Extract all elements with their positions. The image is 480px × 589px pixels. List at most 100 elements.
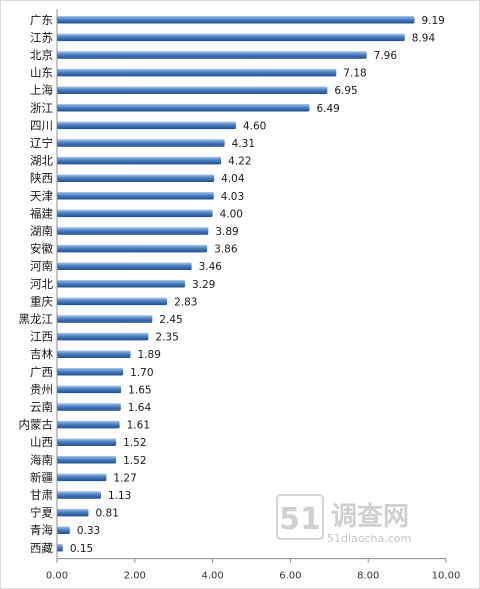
value-label: 6.49 xyxy=(316,103,339,115)
value-label: 3.29 xyxy=(192,279,215,291)
category-label: 贵州 xyxy=(30,382,53,396)
category-label: 山东 xyxy=(30,66,53,80)
value-label: 1.52 xyxy=(123,437,146,449)
bar xyxy=(57,68,337,77)
watermark-name: 调查网 xyxy=(331,502,409,532)
bar xyxy=(57,192,214,200)
category-label: 云南 xyxy=(30,400,53,414)
value-label: 7.18 xyxy=(343,68,366,80)
value-label: 1.70 xyxy=(130,367,153,379)
value-label: 0.81 xyxy=(96,508,119,520)
bar xyxy=(57,491,101,499)
bar xyxy=(57,297,168,306)
bar xyxy=(57,385,122,394)
x-tick-label: 2.00 xyxy=(124,571,146,582)
value-label: 6.95 xyxy=(334,85,357,97)
category-label: 河南 xyxy=(30,259,53,273)
value-label: 1.13 xyxy=(108,490,131,502)
category-label: 黑龙江 xyxy=(19,312,54,326)
bar xyxy=(57,33,405,42)
bar xyxy=(57,350,131,358)
value-label: 4.60 xyxy=(243,120,266,132)
category-label: 安徽 xyxy=(30,242,53,256)
category-label: 天津 xyxy=(30,189,53,203)
value-label: 3.86 xyxy=(214,244,238,256)
category-label: 海南 xyxy=(30,453,53,467)
category-label: 陕西 xyxy=(30,171,53,185)
category-label: 青海 xyxy=(30,523,53,537)
category-label: 福建 xyxy=(30,206,53,220)
value-label: 1.61 xyxy=(127,420,150,432)
value-label: 3.89 xyxy=(215,226,238,238)
category-label: 新疆 xyxy=(30,470,53,484)
bar xyxy=(57,51,367,59)
bar xyxy=(57,104,310,112)
value-label: 8.94 xyxy=(412,32,436,44)
value-label: 4.31 xyxy=(232,138,255,150)
bar xyxy=(57,473,107,482)
value-label: 1.89 xyxy=(138,349,161,361)
value-label: 2.45 xyxy=(159,314,182,326)
value-label: 9.19 xyxy=(421,15,444,27)
value-label: 1.64 xyxy=(128,402,152,414)
category-label: 西藏 xyxy=(30,541,53,555)
bars-layer: 广东 9.19 江苏 8.94 北京 7.96 山东 7.18 上海 6.95 浙江 6.49 四川 4.… xyxy=(19,13,445,555)
category-label: 四川 xyxy=(30,118,53,132)
bar xyxy=(57,403,121,411)
bar xyxy=(57,280,185,288)
x-tick-label: 4.00 xyxy=(201,571,223,582)
bar xyxy=(57,156,222,165)
bar xyxy=(57,544,63,552)
value-label: 0.33 xyxy=(77,525,100,537)
bar xyxy=(57,456,117,464)
bar xyxy=(57,209,213,218)
bar xyxy=(57,227,209,235)
category-label: 广东 xyxy=(30,13,53,27)
value-label: 0.15 xyxy=(70,543,93,555)
bar xyxy=(57,139,225,147)
category-label: 辽宁 xyxy=(30,136,53,150)
watermark-number: 51 xyxy=(279,502,321,537)
value-label: 4.04 xyxy=(221,173,245,185)
category-label: 江西 xyxy=(30,330,53,344)
value-label: 2.35 xyxy=(155,332,178,344)
bar xyxy=(57,86,328,94)
bar xyxy=(57,368,124,376)
value-label: 4.22 xyxy=(228,156,251,168)
category-label: 湖南 xyxy=(30,224,53,238)
bar xyxy=(57,420,120,429)
value-label: 3.46 xyxy=(199,261,223,273)
category-label: 广西 xyxy=(30,365,53,379)
category-label: 浙江 xyxy=(30,101,53,115)
x-tick-label: 10.00 xyxy=(432,571,461,582)
watermark-url: 51diaocha.com xyxy=(327,532,411,545)
category-label: 重庆 xyxy=(30,294,53,308)
category-label: 吉林 xyxy=(30,347,53,361)
watermark-logo: 51 调查网 51diaocha.com xyxy=(276,494,411,545)
category-label: 河北 xyxy=(30,277,53,291)
category-label: 宁夏 xyxy=(30,506,53,520)
bar xyxy=(57,16,415,24)
bar xyxy=(57,526,70,534)
x-tick-label: 6.00 xyxy=(279,571,301,582)
bar xyxy=(57,332,149,341)
x-tick-label: 0.00 xyxy=(46,571,68,582)
value-label: 4.00 xyxy=(220,208,243,220)
category-label: 甘肃 xyxy=(30,488,53,502)
bar xyxy=(57,174,215,182)
value-label: 2.83 xyxy=(174,296,197,308)
x-tick-label: 8.00 xyxy=(357,571,379,582)
bar xyxy=(57,262,192,270)
category-label: 内蒙古 xyxy=(19,418,54,432)
value-label: 1.52 xyxy=(123,455,146,467)
value-label: 1.27 xyxy=(113,472,136,484)
category-label: 江苏 xyxy=(30,30,53,44)
category-label: 湖北 xyxy=(30,154,53,168)
category-label: 上海 xyxy=(30,83,53,97)
bar xyxy=(57,438,117,446)
bar xyxy=(57,244,208,253)
category-label: 北京 xyxy=(30,48,53,62)
bar xyxy=(57,508,89,517)
